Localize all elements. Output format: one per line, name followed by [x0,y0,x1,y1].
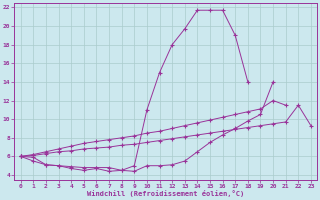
X-axis label: Windchill (Refroidissement éolien,°C): Windchill (Refroidissement éolien,°C) [87,190,244,197]
